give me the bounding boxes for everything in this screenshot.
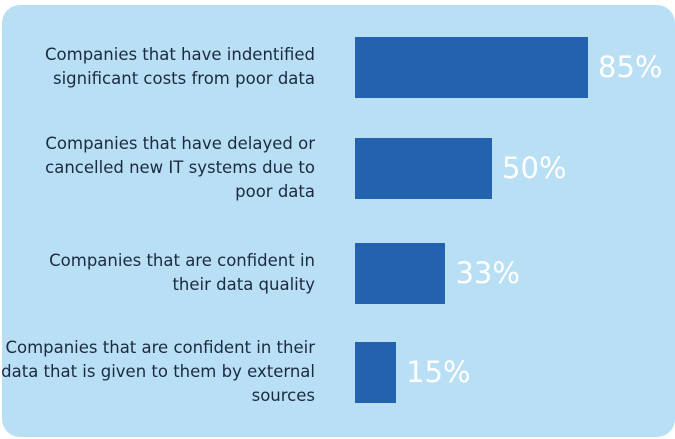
bar: [355, 341, 397, 403]
category-label: Companies that have indentified signific…: [45, 45, 315, 88]
bar: [355, 36, 588, 98]
bar: [355, 137, 493, 199]
category-label: Companies that have delayed or cancelled…: [45, 134, 315, 201]
value-label: 15%: [406, 355, 471, 389]
category-label: Companies that are confident in their da…: [1, 338, 315, 405]
value-label: 50%: [502, 151, 567, 185]
value-label: 85%: [598, 50, 663, 84]
value-label: 33%: [455, 256, 520, 290]
category-label: Companies that are confident in their da…: [49, 251, 315, 294]
bar: [355, 242, 446, 304]
